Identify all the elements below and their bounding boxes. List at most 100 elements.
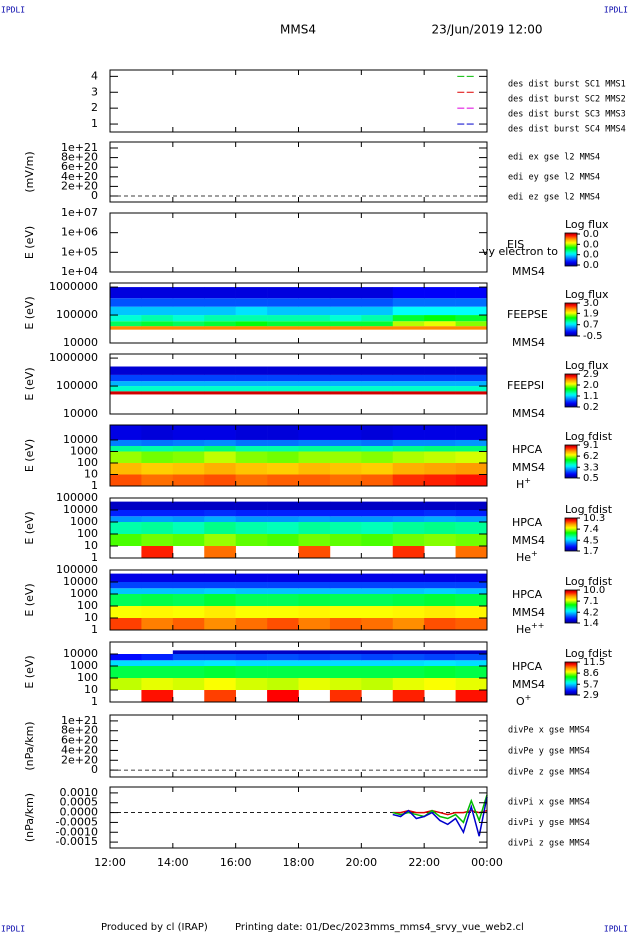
x-tick-label: 16:00 <box>220 856 252 869</box>
spectrogram-cell <box>110 474 142 486</box>
species-charge: ++ <box>531 621 544 630</box>
spectrogram-cell <box>172 606 205 618</box>
spectrogram-cell <box>361 474 394 486</box>
spectrogram-cell <box>392 582 425 589</box>
spectrogram-cell <box>298 391 331 395</box>
spectrogram-cell <box>235 510 268 517</box>
spectrogram-cell <box>204 425 236 440</box>
y-tick-label: 6e+20 <box>61 160 98 173</box>
spectrogram-cell <box>172 516 205 522</box>
spectrogram-cell <box>172 287 205 299</box>
spectrogram-cell <box>267 306 299 316</box>
spectrogram-cell <box>141 534 174 546</box>
spectrogram-cell <box>235 582 268 589</box>
spectrogram-cell <box>141 451 174 463</box>
spectrogram-cell <box>298 451 331 463</box>
spectrogram-cell <box>329 315 362 322</box>
y-axis-label: E (eV) <box>23 655 36 688</box>
spectrogram-cell <box>392 366 425 375</box>
spectrogram-cell <box>392 298 425 307</box>
spectrogram-cell <box>172 315 205 322</box>
spectrogram-cell <box>141 321 174 327</box>
spectrogram-cell <box>172 306 205 316</box>
spectrogram-cell <box>361 445 394 452</box>
colorbar-tick-label: 7.1 <box>583 596 599 607</box>
spectrogram-cell <box>204 474 236 486</box>
spectrogram-cell <box>204 582 236 589</box>
y-tick-label: 10000 <box>63 503 98 516</box>
spectrogram-cell <box>298 588 331 594</box>
spectrogram-cell <box>424 510 456 517</box>
spectrogram-cell <box>267 522 299 534</box>
spectrogram-cell <box>110 374 142 382</box>
spectrogram-cell <box>361 386 394 392</box>
spectrogram-cell <box>141 654 174 661</box>
spectrogram-cell <box>455 439 488 446</box>
spectrogram-cell <box>424 534 456 546</box>
spectrogram-cell <box>267 381 299 387</box>
y-tick-label: 1000000 <box>49 280 98 293</box>
spectrogram-cell <box>141 516 174 522</box>
spectrogram-cell <box>329 501 362 510</box>
colorbar-tick-label: 1.9 <box>583 308 599 319</box>
spectrogram-cell <box>204 451 236 463</box>
spectrogram-cell <box>172 573 205 582</box>
spectrogram-cell <box>141 474 174 486</box>
spectrogram-cell <box>455 510 488 517</box>
spectrogram-cell <box>172 582 205 589</box>
spectrogram-cell <box>172 474 205 486</box>
spectrogram-cell <box>455 321 488 327</box>
spectrogram-cell <box>204 534 236 546</box>
spectrogram-cell <box>361 381 394 387</box>
spectrogram-cell <box>455 386 488 392</box>
spectrogram-cell <box>204 650 236 654</box>
colorbar <box>564 517 578 552</box>
spectrogram-cell <box>361 326 394 330</box>
spectrogram-cell <box>455 391 488 395</box>
species-charge: + <box>525 693 532 702</box>
logo: IPDLI <box>1 925 25 934</box>
spectrogram-cell <box>235 391 268 395</box>
spectrogram-cell <box>172 462 205 475</box>
spectrogram-cell <box>455 462 488 475</box>
spectrogram-cell <box>298 386 331 392</box>
spectrogram-cell <box>392 501 425 510</box>
spectrogram-cell <box>392 326 425 330</box>
spectrogram-cell <box>424 650 456 654</box>
spectrogram-cell <box>298 606 331 618</box>
spectrogram-cell <box>392 462 425 475</box>
spectrogram-cell <box>424 287 456 299</box>
colorbar-tick-label: 0.5 <box>583 473 599 484</box>
spectrogram-cell <box>424 451 456 463</box>
spectrogram-cell <box>361 321 394 327</box>
plot-area <box>110 70 487 132</box>
spectrogram-cell <box>361 501 394 510</box>
y-tick-label: 10000 <box>63 647 98 660</box>
spectrogram-cell <box>172 522 205 534</box>
colorbar-tick-label: 9.1 <box>583 440 599 451</box>
y-tick-label: 8e+20 <box>61 724 98 737</box>
spectrogram-cell <box>110 594 142 606</box>
spectrogram-cell <box>235 326 268 330</box>
spectrogram-cell <box>329 678 362 690</box>
spectrogram-cell <box>204 501 236 510</box>
spectrogram-cell <box>455 381 488 387</box>
spectrogram-cell <box>392 381 425 387</box>
spectrogram-cell <box>424 462 456 475</box>
spectrogram-cell <box>424 666 456 678</box>
spectrogram-cell <box>204 386 236 392</box>
spectrogram-cell <box>141 510 174 517</box>
spectrogram-cell <box>267 321 299 327</box>
spectrogram-cell <box>172 445 205 452</box>
spectrogram-cell <box>424 391 456 395</box>
spectrogram-cell <box>329 391 362 395</box>
spectrogram-cell <box>235 381 268 387</box>
spectrogram-cell <box>235 516 268 522</box>
series-line <box>392 796 488 837</box>
spectrogram-cell <box>267 425 299 440</box>
colorbar-tick-label: 2.0 <box>583 380 599 391</box>
y-tick-label: 8e+20 <box>61 151 98 164</box>
spectrogram-cell <box>392 374 425 382</box>
spectrogram-cell <box>329 618 362 630</box>
spectrogram-cell <box>267 391 299 395</box>
